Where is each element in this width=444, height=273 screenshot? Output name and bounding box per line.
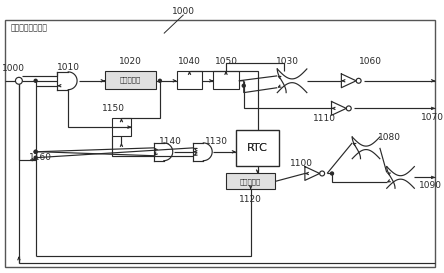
Text: 第一寄存器: 第一寄存器 xyxy=(240,178,261,185)
Circle shape xyxy=(330,172,333,175)
Bar xyxy=(177,71,202,89)
Text: RTC: RTC xyxy=(247,143,268,153)
Circle shape xyxy=(34,79,37,82)
Bar xyxy=(105,71,156,89)
Text: 1000: 1000 xyxy=(1,64,24,73)
Text: 1060: 1060 xyxy=(358,57,381,66)
Text: 1130: 1130 xyxy=(205,137,228,146)
Text: 1050: 1050 xyxy=(214,57,238,66)
Circle shape xyxy=(242,84,245,87)
Text: 1100: 1100 xyxy=(290,159,313,168)
Text: 1090: 1090 xyxy=(419,181,442,190)
Text: RTC: RTC xyxy=(247,143,268,153)
Circle shape xyxy=(34,150,37,153)
Text: 1140: 1140 xyxy=(159,137,182,146)
Bar xyxy=(213,71,239,89)
Text: 1150: 1150 xyxy=(102,104,125,113)
Text: 1000: 1000 xyxy=(172,7,195,16)
Circle shape xyxy=(34,150,37,153)
Text: 1030: 1030 xyxy=(276,57,299,66)
Text: 1020: 1020 xyxy=(119,57,142,66)
Circle shape xyxy=(34,156,37,159)
Text: 1010: 1010 xyxy=(57,63,80,72)
Text: 1110: 1110 xyxy=(313,114,336,123)
Circle shape xyxy=(159,79,162,82)
Text: 第二寄存器: 第二寄存器 xyxy=(120,76,141,83)
Text: 工业级时钟控制器: 工业级时钟控制器 xyxy=(11,23,48,32)
Text: 1070: 1070 xyxy=(420,113,444,122)
Text: 1040: 1040 xyxy=(178,57,201,66)
Bar xyxy=(226,173,275,189)
Bar xyxy=(236,130,279,166)
Text: 1160: 1160 xyxy=(29,153,52,162)
Text: 1120: 1120 xyxy=(239,195,262,204)
Bar xyxy=(111,118,131,136)
Text: 1080: 1080 xyxy=(378,133,401,143)
